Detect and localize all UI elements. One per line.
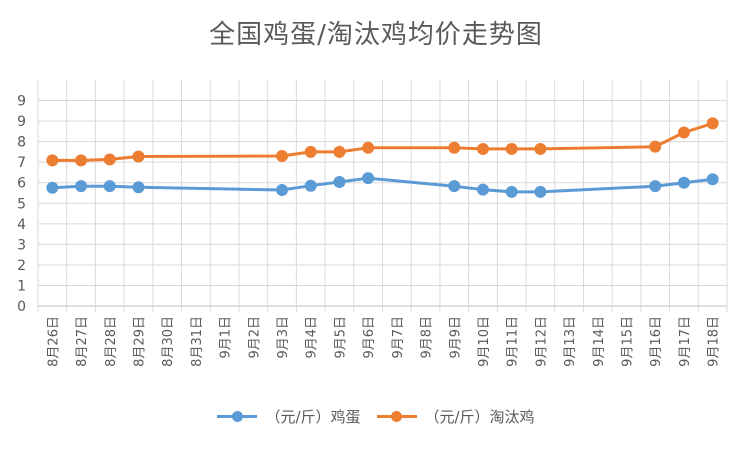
data-point [75, 180, 88, 193]
x-tick-label: 9月6日 [362, 316, 377, 359]
x-tick-label: 9月4日 [305, 316, 320, 359]
data-point [333, 176, 346, 189]
x-tick-label: 8月29日 [132, 316, 147, 367]
x-tick-label: 9月18日 [707, 316, 722, 367]
x-tick-label: 8月31日 [190, 316, 205, 367]
data-point [362, 172, 375, 185]
data-point [649, 140, 662, 153]
y-tick-label: 9 [17, 114, 26, 130]
data-point [103, 180, 116, 193]
x-tick-label: 9月1日 [219, 316, 234, 359]
data-point [132, 150, 145, 163]
x-tick-label: 8月28日 [104, 316, 119, 367]
chart-title: 全国鸡蛋/淘汰鸡均价走势图 [209, 20, 543, 50]
x-tick-label: 9月16日 [649, 316, 664, 367]
legend: （元/斤）鸡蛋 （元/斤）淘汰鸡 [0, 406, 752, 427]
legend-label-egg: （元/斤）鸡蛋 [265, 408, 361, 426]
y-tick-label: 9 [17, 94, 26, 110]
y-tick-label: 3 [17, 237, 26, 253]
x-tick-label: 9月12日 [534, 316, 549, 367]
y-tick-label: 8 [17, 135, 26, 151]
data-point [476, 183, 489, 196]
data-point [304, 179, 317, 192]
data-point [46, 181, 59, 194]
x-tick-label: 8月30日 [161, 316, 176, 367]
x-tick-label: 9月15日 [621, 316, 636, 367]
data-point [304, 145, 317, 158]
data-point [706, 117, 719, 130]
x-tick-label: 9月7日 [391, 316, 406, 359]
y-tick-label: 0 [17, 299, 26, 315]
data-point [677, 126, 690, 139]
legend-item-egg: （元/斤）鸡蛋 [217, 406, 361, 427]
data-point [448, 141, 461, 154]
data-point [132, 181, 145, 194]
data-point [677, 176, 690, 189]
data-point [46, 154, 59, 167]
x-tick-label: 9月13日 [563, 316, 578, 367]
data-point [476, 142, 489, 155]
data-point [534, 185, 547, 198]
y-tick-label: 7 [17, 155, 26, 171]
x-tick-label: 9月14日 [592, 316, 607, 367]
data-point [362, 141, 375, 154]
x-tick-label: 9月3日 [276, 316, 291, 359]
data-point [706, 173, 719, 186]
x-tick-label: 9月17日 [678, 316, 693, 367]
legend-item-culled-hen: （元/斤）淘汰鸡 [376, 406, 535, 427]
legend-swatch-egg [217, 411, 258, 423]
x-tick-label: 9月11日 [506, 316, 521, 367]
data-point [276, 150, 289, 163]
x-tick-label: 8月26日 [46, 316, 61, 367]
x-tick-label: 9月5日 [333, 316, 348, 359]
y-tick-label: 4 [17, 217, 26, 233]
data-point [333, 145, 346, 158]
legend-swatch-culled-hen [376, 411, 417, 423]
data-point [103, 153, 116, 166]
data-point [534, 142, 547, 155]
x-tick-label: 9月8日 [420, 316, 435, 359]
x-tick-label: 9月2日 [247, 316, 262, 359]
y-tick-label: 1 [17, 278, 26, 294]
legend-label-culled-hen: （元/斤）淘汰鸡 [424, 408, 535, 426]
data-point [448, 180, 461, 193]
x-tick-label: 8月27日 [75, 316, 90, 367]
data-point [75, 154, 88, 167]
data-point [505, 142, 518, 155]
x-tick-label: 9月10日 [477, 316, 492, 367]
x-tick-label: 9月9日 [448, 316, 463, 359]
y-tick-label: 5 [17, 196, 26, 212]
data-point [649, 180, 662, 193]
y-tick-label: 2 [17, 258, 26, 274]
data-point [276, 184, 289, 197]
data-point [505, 185, 518, 198]
y-tick-label: 6 [17, 176, 26, 192]
